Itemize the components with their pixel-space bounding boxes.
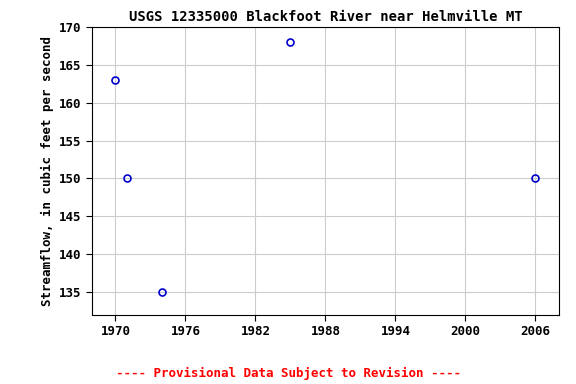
Y-axis label: Streamflow, in cubic feet per second: Streamflow, in cubic feet per second: [41, 36, 54, 306]
Title: USGS 12335000 Blackfoot River near Helmville MT: USGS 12335000 Blackfoot River near Helmv…: [128, 10, 522, 24]
Text: ---- Provisional Data Subject to Revision ----: ---- Provisional Data Subject to Revisio…: [116, 367, 460, 380]
